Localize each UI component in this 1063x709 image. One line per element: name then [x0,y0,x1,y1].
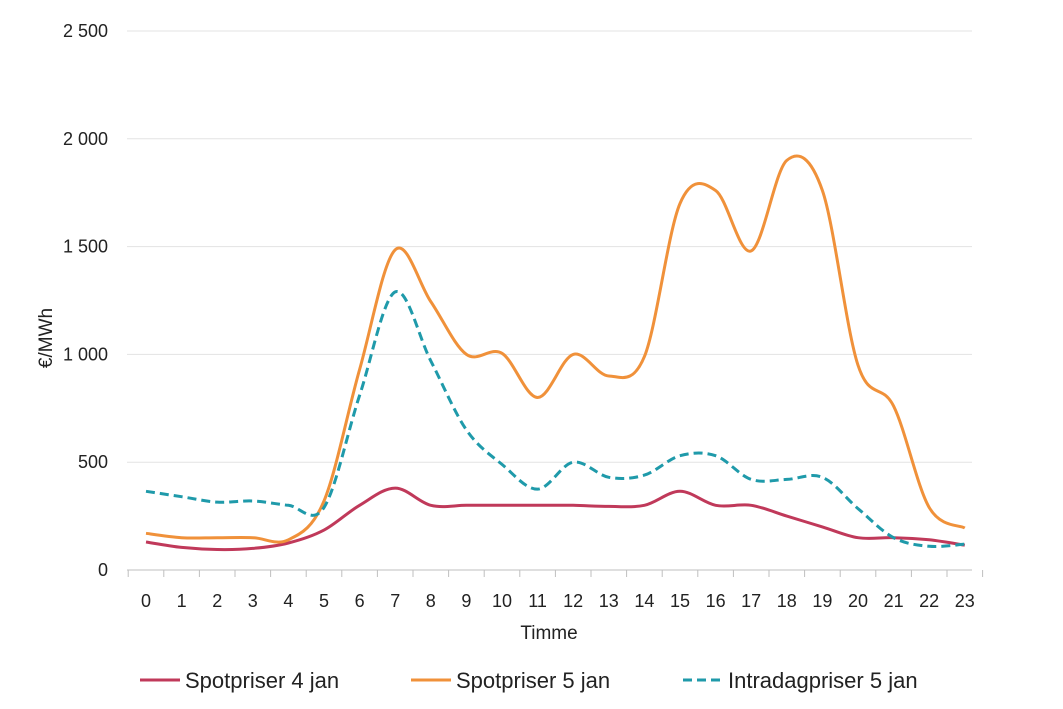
x-tick-label-20: 20 [848,591,868,611]
x-tick-label-9: 9 [461,591,471,611]
y-tick-label-500: 500 [78,452,108,472]
x-tick-label-7: 7 [390,591,400,611]
x-tick-label-21: 21 [884,591,904,611]
x-tick-label-6: 6 [355,591,365,611]
x-tick-label-22: 22 [919,591,939,611]
series-line-3 [145,290,965,549]
y-tick-label-1000: 1 000 [63,344,108,364]
series-line-2 [145,154,966,544]
legend-label-2: Spotpriser 5 jan [456,668,610,693]
x-axis-title: Timme [520,623,577,644]
legend-label-1: Spotpriser 4 jan [185,668,339,693]
x-tick-label-19: 19 [812,591,832,611]
y-tick-label-2000: 2 000 [63,129,108,149]
x-tick-label-5: 5 [319,591,329,611]
x-tick-label-13: 13 [599,591,619,611]
x-tick-label-18: 18 [777,591,797,611]
x-tick-label-14: 14 [634,591,654,611]
x-tick-label-0: 0 [141,591,151,611]
legend: Spotpriser 4 jan Spotpriser 5 jan Intradag… [140,668,918,693]
x-tick-label-17: 17 [741,591,761,611]
x-tick-label-16: 16 [706,591,726,611]
x-tick-label-3: 3 [248,591,258,611]
x-tick-label-1: 1 [177,591,187,611]
x-axis-tick-labels: 0 1 2 3 4 5 6 7 8 9 10 11 12 13 14 15 16 17 18 19 20 21 22 23 [141,591,975,611]
x-axis [127,569,984,577]
y-tick-label-1500: 1 500 [63,237,108,257]
grid-lines [127,30,972,463]
y-tick-label-2500: 2 500 [63,21,108,41]
x-tick-label-11: 11 [528,591,547,611]
x-tick-label-10: 10 [492,591,512,611]
x-tick-label-8: 8 [426,591,436,611]
series-line-1 [145,486,966,552]
series-lines [145,154,966,552]
y-axis-title: €/MWh [36,308,57,368]
x-tick-label-23: 23 [955,591,975,611]
x-tick-label-4: 4 [283,591,293,611]
x-tick-label-2: 2 [212,591,222,611]
x-tick-label-15: 15 [670,591,690,611]
y-tick-label-0: 0 [98,560,108,580]
y-axis-tick-labels: 0 500 1 000 1 500 2 000 2 500 [63,21,108,580]
x-tick-label-12: 12 [563,591,583,611]
legend-label-3: Intradagpriser 5 jan [728,668,918,693]
